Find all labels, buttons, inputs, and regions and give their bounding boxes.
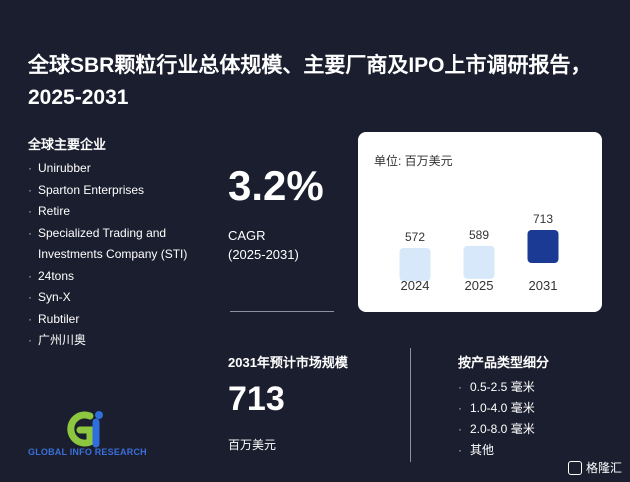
bar-value-label: 572 xyxy=(405,230,425,244)
segment-list: 0.5-2.5 毫米 1.0-4.0 毫米 2.0-8.0 毫米 其他 xyxy=(458,377,535,461)
market-size-value: 713 xyxy=(228,380,285,418)
chart-unit-label: 单位: 百万美元 xyxy=(374,154,453,168)
bar-value-label: 589 xyxy=(469,228,489,242)
company-list: Unirubber Sparton Enterprises Retire Spe… xyxy=(28,158,198,352)
bar-2025 xyxy=(463,245,495,279)
divider xyxy=(230,311,334,312)
x-tick-label: 2025 xyxy=(465,278,494,293)
company-item: Specialized Trading and Investments Comp… xyxy=(28,223,198,266)
segment-item: 其他 xyxy=(458,440,535,461)
watermark-text: 格隆汇 xyxy=(585,461,622,475)
market-size-heading: 2031年预计市场规模 xyxy=(228,355,348,370)
bar-2031 xyxy=(527,230,559,263)
company-item: 24tons xyxy=(28,266,198,288)
bar-chart: 572 2024 589 2025 713 2031 xyxy=(399,212,559,293)
cagr-value: 3.2% xyxy=(228,162,324,209)
companies-heading: 全球主要企业 xyxy=(28,137,107,152)
chart-card: 单位: 百万美元 572 2024 589 2025 713 2031 xyxy=(358,132,602,312)
logo-wordmark: GLOBAL INFO RESEARCH xyxy=(28,447,147,457)
report-title: 全球SBR颗粒行业总体规模、主要厂商及IPO上市调研报告，2025-2031 xyxy=(28,54,592,109)
market-size-unit: 百万美元 xyxy=(228,438,277,452)
bar-value-label: 713 xyxy=(533,212,553,226)
segments-heading: 按产品类型细分 xyxy=(458,355,550,370)
company-item: Sparton Enterprises xyxy=(28,180,198,202)
x-tick-label: 2031 xyxy=(529,278,558,293)
segment-item: 1.0-4.0 毫米 xyxy=(458,398,535,419)
company-item: Rubtiler xyxy=(28,309,198,331)
cagr-label: CAGR (2025-2031) xyxy=(228,228,299,262)
x-tick-label: 2024 xyxy=(401,278,430,293)
vertical-divider xyxy=(410,348,411,462)
bar-2024 xyxy=(399,248,431,281)
watermark-icon xyxy=(567,460,582,475)
company-item: Retire xyxy=(28,201,198,223)
company-item: Syn-X xyxy=(28,287,198,309)
watermark: 格隆汇 xyxy=(567,459,622,476)
segment-item: 2.0-8.0 毫米 xyxy=(458,419,535,440)
company-item: Unirubber xyxy=(28,158,198,180)
gir-logo xyxy=(67,411,103,448)
segment-item: 0.5-2.5 毫米 xyxy=(458,377,535,398)
company-item: 广州川奥 xyxy=(28,330,198,352)
